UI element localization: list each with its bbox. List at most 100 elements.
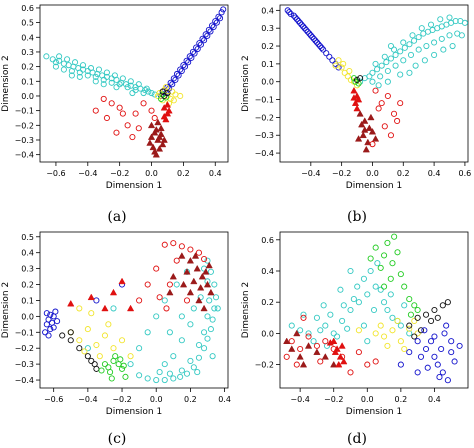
data-point-circle (414, 369, 421, 376)
data-point-circle (372, 60, 379, 67)
data-point-circle (418, 25, 425, 32)
data-point-circle (406, 322, 413, 329)
x-tick-label: 0.4 (428, 395, 441, 404)
data-point-triangle (67, 299, 75, 307)
y-tick-label: 0.0 (261, 329, 274, 338)
y-tick-label: 0.4 (21, 249, 34, 258)
data-point-circle (335, 64, 342, 71)
data-point-circle (84, 326, 91, 333)
data-point-circle (353, 76, 361, 83)
data-point-circle (195, 249, 202, 256)
data-point-circle (156, 369, 163, 376)
data-point-circle (366, 73, 373, 80)
data-point-circle (317, 327, 324, 334)
x-tick-label: −0.2 (110, 169, 129, 178)
data-point-circle (290, 12, 297, 19)
data-point-circle (421, 327, 428, 334)
data-point-circle (389, 314, 396, 321)
data-point-circle (81, 348, 88, 355)
data-point-circle (310, 35, 317, 42)
x-tick-label: 0.4 (428, 169, 441, 178)
x-tick-label: 0.4 (209, 169, 222, 178)
data-point-circle (76, 345, 83, 352)
data-point-circle (397, 338, 404, 345)
x-tick-label: −0.4 (78, 169, 97, 178)
data-point-circle (84, 353, 91, 360)
data-point-circle (300, 314, 307, 321)
data-point-circle (384, 342, 391, 349)
data-point-circle (406, 296, 413, 303)
data-point-circle (389, 260, 396, 267)
data-point-circle (355, 327, 362, 334)
data-point-circle (383, 59, 390, 66)
data-point-circle (211, 305, 218, 312)
data-point-circle (437, 16, 444, 23)
data-point-circle (129, 134, 136, 141)
data-point-circle (384, 92, 391, 100)
data-point-circle (92, 73, 99, 80)
data-point-circle (421, 57, 428, 64)
data-point-circle (170, 375, 177, 382)
data-point-circle (153, 265, 160, 272)
data-point-circle (296, 19, 304, 26)
data-point-circle (177, 66, 184, 73)
data-point-circle (397, 322, 404, 329)
data-point-circle (387, 291, 394, 298)
data-point-circle (350, 75, 358, 82)
data-point-circle (431, 39, 438, 46)
data-point-circle (209, 22, 216, 29)
caption-d: (d) (347, 431, 367, 447)
data-point-triangle (365, 124, 374, 131)
data-point-circle (216, 15, 224, 22)
data-point-circle (427, 21, 435, 28)
data-point-triangle (118, 277, 126, 285)
data-point-triangle (350, 86, 358, 94)
data-point-circle (148, 107, 155, 114)
data-point-circle (381, 283, 388, 290)
data-point-circle (178, 337, 185, 344)
data-point-circle (367, 267, 374, 275)
data-point-circle (406, 330, 413, 337)
data-point-triangle (159, 140, 167, 148)
panel-c: −0.6 −0.4 −0.2 0.0 0.2 0.4 −0.4 −0.3 −0.2 −0.1 0.0… (1, 231, 231, 417)
data-point-triangle (146, 139, 154, 146)
y-tick-label: −0.2 (15, 121, 34, 130)
data-point-circle (461, 19, 468, 26)
data-point-circle (406, 325, 413, 332)
data-point-circle (116, 104, 123, 111)
data-point-circle (374, 260, 381, 267)
data-point-circle (52, 59, 59, 66)
data-point-circle (458, 32, 465, 39)
data-point-circle (144, 281, 151, 288)
y-tick-label: 0.3 (21, 48, 34, 57)
data-point-circle (159, 88, 166, 95)
data-point-triangle (166, 288, 174, 296)
data-point-circle (322, 338, 329, 345)
data-point-circle (100, 76, 107, 83)
y-tick-label: 0.3 (21, 265, 34, 274)
x-axis-label: Dimension 1 (346, 181, 402, 191)
data-point-circle (119, 110, 126, 117)
data-point-circle (186, 53, 193, 60)
data-point-triangle (163, 101, 172, 108)
data-point-circle (340, 302, 347, 309)
data-point-circle (122, 373, 129, 380)
data-point-circle (161, 376, 168, 384)
data-point-circle (214, 305, 221, 312)
data-point-circle (166, 370, 173, 377)
data-point-circle (288, 322, 295, 329)
data-point-triangle (304, 342, 313, 349)
data-point-circle (108, 100, 115, 107)
y-tick-label: −0.3 (255, 131, 274, 140)
data-point-circle (88, 310, 95, 317)
data-point-circle (67, 337, 74, 344)
data-point-circle (178, 67, 185, 75)
data-point-circle (370, 306, 378, 314)
data-point-circle (305, 330, 312, 337)
data-point-circle (201, 37, 208, 44)
data-point-circle (451, 358, 458, 365)
data-point-circle (305, 333, 312, 340)
data-point-circle (98, 367, 105, 374)
data-point-circle (132, 110, 139, 117)
data-point-circle (369, 69, 376, 76)
